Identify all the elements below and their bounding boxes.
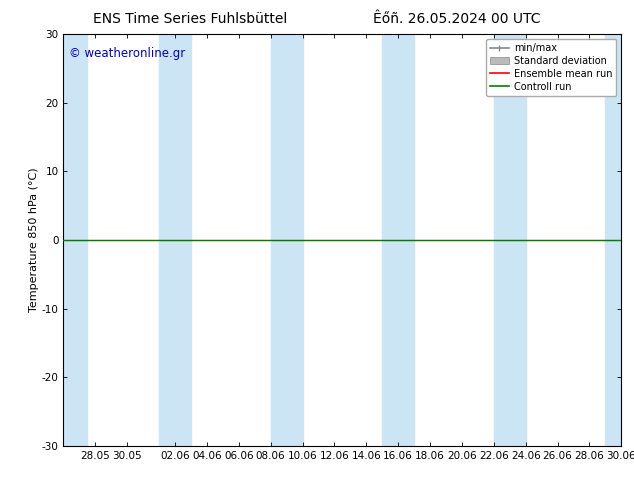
Text: Êőñ. 26.05.2024 00 UTC: Êőñ. 26.05.2024 00 UTC (373, 12, 540, 26)
Bar (271, 34, 302, 446)
Text: © weatheronline.gr: © weatheronline.gr (69, 47, 185, 60)
Text: ENS Time Series Fuhlsbüttel: ENS Time Series Fuhlsbüttel (93, 12, 287, 26)
Bar (605, 34, 621, 446)
Y-axis label: Temperature 850 hPa (°C): Temperature 850 hPa (°C) (29, 168, 39, 313)
Bar (494, 34, 526, 446)
Bar (63, 34, 87, 446)
Bar (382, 34, 414, 446)
Bar (159, 34, 191, 446)
Legend: min/max, Standard deviation, Ensemble mean run, Controll run: min/max, Standard deviation, Ensemble me… (486, 39, 616, 96)
